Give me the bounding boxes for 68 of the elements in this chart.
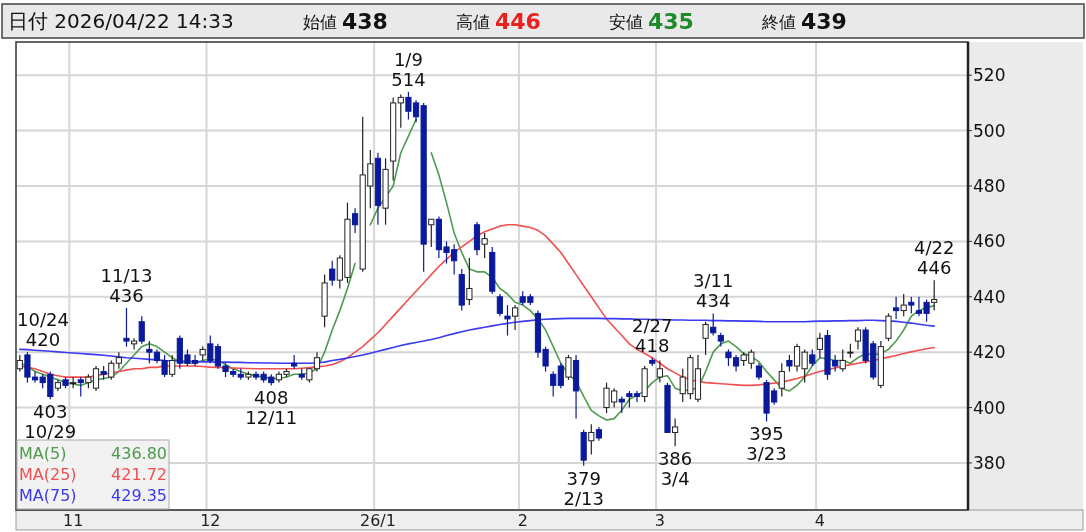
candlestick [138, 315, 145, 345]
annotation: 2/27 418 [632, 314, 673, 356]
text: 439 [801, 9, 847, 34]
chart-title: 日付 2026/04/22 14:33 [8, 9, 234, 33]
y-tick-label: 520 [973, 65, 1006, 86]
candlestick [565, 354, 572, 381]
annotation: 3/11 434 [693, 270, 734, 312]
candlestick [329, 260, 336, 287]
candlestick [397, 94, 404, 129]
text: 高値 [456, 12, 490, 32]
y-tick-label: 480 [973, 176, 1006, 196]
candlestick [885, 312, 892, 342]
annotation: 395 3/23 [746, 423, 787, 465]
legend: MA(5) 436.80 MA(25) 421.72 MA(75) 429.35 [16, 439, 170, 510]
candlestick [839, 348, 846, 373]
candlestick [169, 354, 176, 378]
text: 始値 [303, 12, 337, 32]
candlestick [466, 257, 473, 306]
y-tick-label: 380 [973, 452, 1006, 473]
annotation: 386 3/4 [657, 448, 693, 490]
candlestick [351, 207, 359, 234]
x-tick-label: 26/1 [359, 511, 396, 530]
candlestick [931, 279, 938, 312]
candlestick [115, 351, 122, 370]
candlestick [778, 362, 785, 398]
text: 446 [495, 9, 541, 34]
candlestick [123, 307, 130, 348]
text: 435 [648, 9, 694, 34]
candlestick [504, 304, 511, 337]
candlestick [428, 218, 435, 248]
candlestick [854, 326, 862, 350]
candlestick [702, 321, 709, 356]
candlestick [588, 423, 595, 456]
x-tick-label: 2 [517, 511, 528, 530]
annotation: 408 12/11 [245, 387, 298, 429]
annotation: 10/24 420 [17, 309, 69, 351]
x-tick-label: 11 [62, 511, 84, 530]
candlestick [710, 312, 717, 337]
candlestick [656, 359, 663, 384]
annotation: 4/22 446 [913, 237, 955, 279]
text: 438 [342, 9, 388, 34]
candlestick [900, 293, 907, 317]
x-tick-label: 12 [200, 511, 221, 530]
candlestick [131, 337, 138, 350]
candlestick [77, 376, 84, 398]
y-tick-label: 400 [973, 397, 1006, 418]
candlestick [557, 362, 564, 389]
candlestick [672, 418, 679, 447]
y-tick-label: 500 [973, 120, 1006, 141]
candlestick [816, 332, 823, 359]
annotation: 11/13 436 [100, 264, 153, 306]
y-tick-label: 420 [973, 342, 1006, 363]
x-tick-label: 3 [654, 511, 665, 530]
candlestick [481, 232, 488, 259]
candlestick [550, 370, 557, 398]
candlestick [291, 354, 298, 370]
candlestick [108, 359, 115, 381]
candlestick [496, 293, 503, 317]
candlestick [512, 304, 519, 331]
annotation: 379 2/13 [563, 467, 604, 509]
text: 安値 [609, 12, 643, 32]
text: 終値 [761, 12, 796, 32]
annotation: 1/9 514 [391, 48, 426, 90]
candlestick [893, 296, 900, 320]
x-tick-label: 4 [814, 511, 825, 530]
y-tick-label: 440 [973, 286, 1006, 307]
y-tick-label: 460 [973, 231, 1006, 252]
candlestick [70, 376, 77, 389]
